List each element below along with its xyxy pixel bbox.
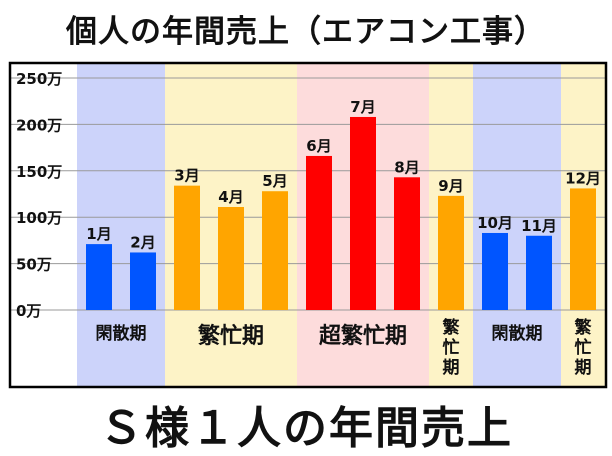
bar-category-label: 2月	[130, 233, 155, 251]
bar	[570, 188, 596, 310]
y-tick-label: 150万	[16, 163, 62, 181]
season-band-label: 閑散期	[492, 323, 543, 344]
bar	[394, 177, 420, 310]
bar-category-label: 5月	[262, 172, 287, 190]
bar-layer	[86, 116, 596, 310]
season-band	[77, 63, 165, 387]
bar-category-label: 3月	[174, 167, 199, 185]
bar	[482, 232, 508, 310]
bar	[350, 116, 376, 310]
season-band-label: 繁忙期	[198, 323, 264, 349]
chart-frame	[8, 61, 608, 389]
season-band-label: 繁	[442, 317, 461, 338]
chart-footer: Ｓ様１人の年間売上	[99, 403, 513, 454]
bar	[86, 244, 112, 310]
bar-category-label: 12月	[565, 169, 601, 187]
bar-category-label: 1月	[86, 225, 111, 243]
bar-category-label: 7月	[350, 98, 375, 116]
bar-category-label: 6月	[306, 137, 331, 155]
bar	[526, 235, 552, 310]
bar	[130, 252, 156, 310]
season-band-label: 忙	[443, 337, 460, 358]
y-tick-label: 0万	[16, 302, 41, 320]
season-band-label: 超繁忙期	[319, 323, 407, 349]
bar	[174, 185, 200, 310]
bar	[306, 155, 332, 310]
y-tick-label: 250万	[16, 70, 62, 88]
bar-category-label: 11月	[521, 217, 557, 235]
season-band-label: 閑散期	[96, 323, 147, 344]
bar-category-label: 10月	[477, 214, 513, 232]
season-band-label: 忙	[575, 337, 592, 358]
bar-category-label: 8月	[394, 158, 419, 176]
bar	[438, 195, 464, 310]
bar-category-label: 9月	[438, 177, 463, 195]
bar	[262, 191, 288, 310]
season-band-label: 繁	[574, 317, 593, 338]
bar-category-label: 4月	[218, 188, 243, 206]
chart-title: 個人の年間売上（エアコン工事）	[66, 14, 546, 50]
season-band-label: 期	[575, 358, 592, 378]
season-band-label: 期	[443, 358, 460, 378]
y-tick-label: 200万	[16, 116, 62, 134]
season-band	[473, 63, 561, 387]
y-tick-label: 50万	[16, 256, 52, 274]
bar	[218, 206, 244, 310]
y-tick-label: 100万	[16, 209, 62, 227]
